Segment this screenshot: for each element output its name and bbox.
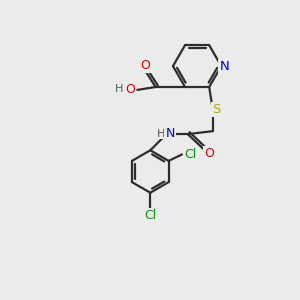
Text: H: H: [115, 84, 123, 94]
Text: O: O: [204, 147, 214, 160]
Text: N: N: [165, 127, 175, 140]
Text: H: H: [157, 128, 165, 139]
Text: O: O: [125, 83, 135, 96]
Text: O: O: [140, 59, 150, 72]
Text: N: N: [219, 60, 229, 73]
Text: Cl: Cl: [144, 209, 156, 222]
Text: Cl: Cl: [184, 148, 196, 161]
Text: S: S: [212, 103, 220, 116]
